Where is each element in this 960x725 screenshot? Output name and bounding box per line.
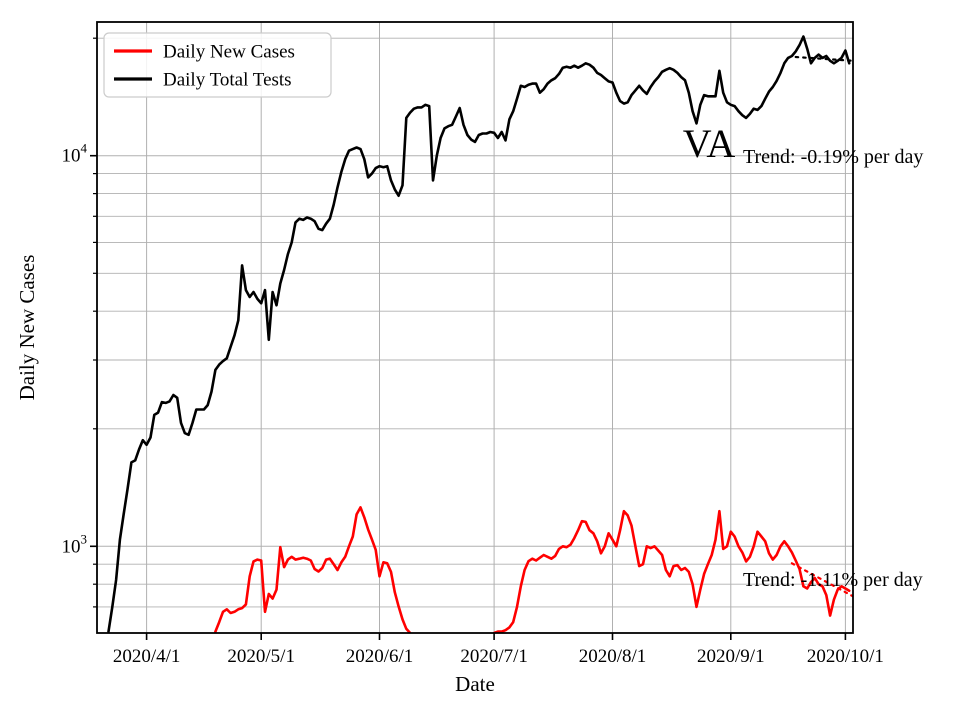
plot-border (96, 21, 854, 634)
series-daily-new-cases (492, 509, 851, 633)
x-tick-label: 2020/5/1 (227, 646, 295, 667)
x-tick-label: 2020/9/1 (697, 646, 765, 667)
x-tick-label: 2020/7/1 (460, 646, 528, 667)
state-label-annotation: VA (683, 121, 736, 166)
series-group (107, 35, 853, 633)
ticks (90, 37, 847, 640)
series-daily-new-cases (214, 506, 412, 633)
x-axis-label: Date (455, 672, 495, 696)
x-tick-label: 2020/4/1 (113, 646, 181, 667)
tests-trend-label-annotation: Trend: -0.19% per day (743, 146, 923, 168)
y-tick-label: 104 (62, 141, 88, 167)
legend-label-daily-new-cases: Daily New Cases (163, 42, 295, 63)
cases-trend-label-annotation: Trend: -1.11% per day (743, 569, 923, 591)
x-tick-label: 2020/8/1 (579, 646, 647, 667)
y-axis-label: Daily New Cases (15, 255, 39, 401)
legend: Daily New Cases Daily Total Tests (103, 32, 332, 98)
x-tick-label: 2020/6/1 (346, 646, 414, 667)
series-daily-total-tests (107, 35, 851, 633)
x-tick-label: 2020/10/1 (807, 646, 884, 667)
legend-label-daily-total-tests: Daily Total Tests (163, 70, 292, 91)
legend-box (103, 32, 332, 98)
series-tests-trend-line (794, 55, 853, 62)
y-tick-label: 103 (62, 531, 88, 557)
tick-labels: 2020/4/1 2020/5/1 2020/6/1 2020/7/1 2020/8/1… (62, 141, 884, 667)
